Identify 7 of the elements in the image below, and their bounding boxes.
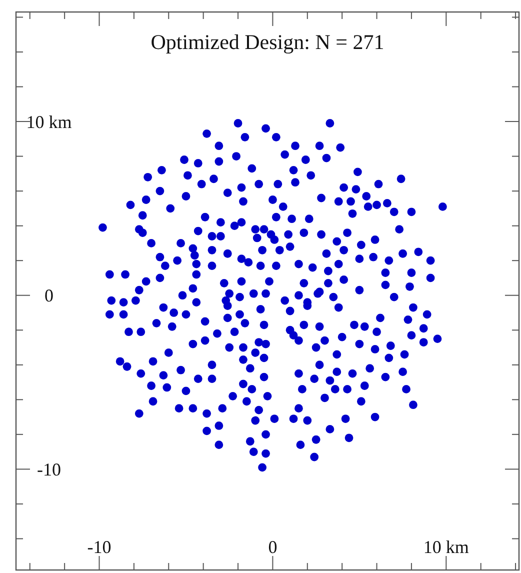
x-tick-label: 0 (268, 537, 278, 557)
y-tick-label: 10 km (26, 112, 72, 132)
text: Optimized Design: N = 271 (150, 30, 384, 54)
y-tick-label: -10 (37, 459, 61, 480)
x-tick-label: 10 km (423, 537, 469, 557)
y-tick-label: 0 (44, 286, 54, 306)
x-tick-label: -10 (87, 537, 112, 557)
